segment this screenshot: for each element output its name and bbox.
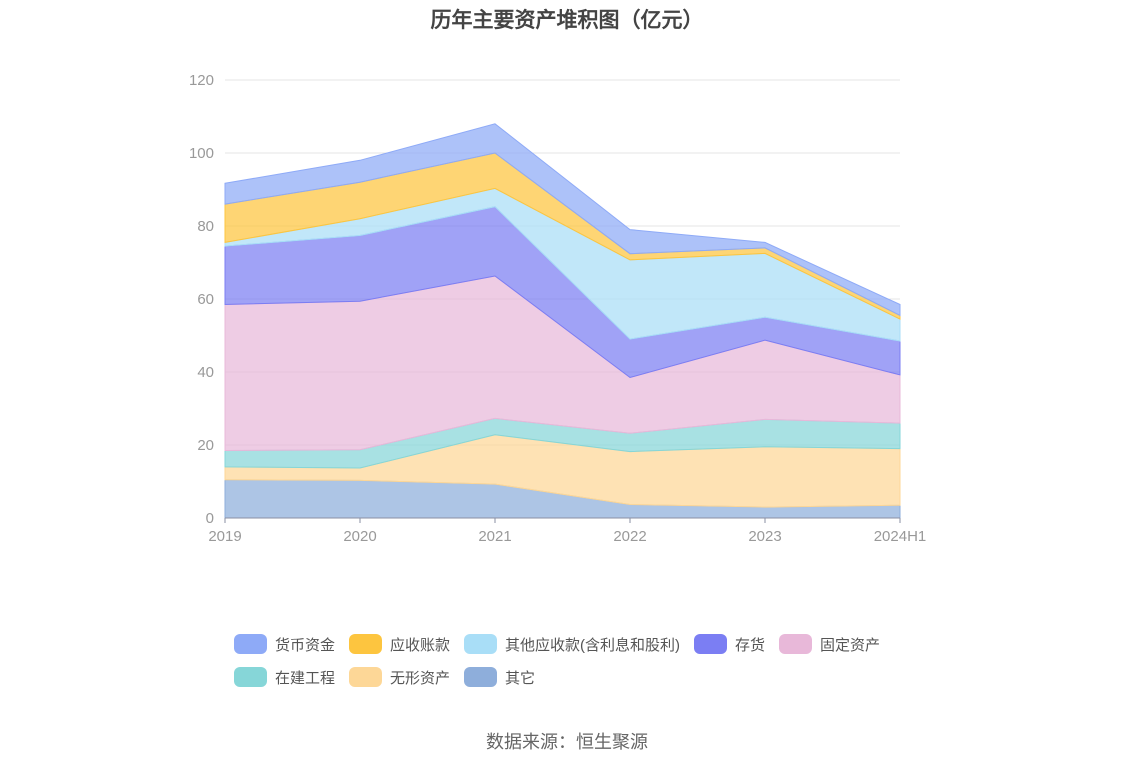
x-tick-label: 2019 — [208, 528, 241, 545]
y-tick-label: 120 — [189, 72, 214, 89]
y-tick-label: 100 — [189, 145, 214, 162]
legend-label: 其他应收款(含利息和股利) — [505, 636, 681, 654]
legend-swatch — [464, 667, 498, 687]
legend-label: 存货 — [735, 636, 766, 654]
x-tick-label: 2022 — [613, 528, 646, 545]
legend-swatch — [234, 667, 267, 687]
y-tick-label: 80 — [197, 218, 214, 235]
area-series-group — [224, 123, 901, 519]
legend-label: 货币资金 — [275, 636, 336, 654]
y-tick-label: 20 — [197, 437, 214, 454]
legend-label: 固定资产 — [820, 636, 881, 654]
y-tick-label: 60 — [197, 291, 214, 308]
legend-item[interactable]: 固定资产 — [779, 632, 880, 656]
axes: 0 20 40 60 80 100 120 2019 2020 2021 2022 2023 2024H… — [189, 72, 926, 545]
legend-item[interactable]: 其他应收款(含利息和股利) — [464, 632, 680, 656]
data-source-note: 数据来源：恒生聚源 — [486, 732, 648, 752]
legend-swatch — [349, 667, 383, 687]
legend-label: 其它 — [505, 669, 536, 687]
x-tick-label: 2024H1 — [874, 528, 927, 545]
area-series-货币资金 — [224, 123, 901, 317]
legend-item[interactable]: 其它 — [464, 665, 535, 689]
legend-label: 在建工程 — [275, 669, 336, 687]
x-tick-label: 2021 — [478, 528, 511, 545]
legend-label: 无形资产 — [390, 669, 451, 687]
legend-swatch — [349, 634, 383, 654]
chart-title: 历年主要资产堆积图（亿元） — [430, 9, 704, 32]
legend-swatch — [234, 634, 267, 654]
y-tick-label: 40 — [197, 364, 214, 381]
legend-label: 应收账款 — [390, 636, 451, 654]
y-tick-label: 0 — [206, 510, 214, 527]
legend-item[interactable]: 应收账款 — [349, 632, 450, 656]
x-tick-label: 2023 — [748, 528, 781, 545]
legend-swatch — [694, 634, 728, 654]
legend-item[interactable]: 货币资金 — [234, 632, 335, 656]
legend-swatch — [464, 634, 498, 654]
legend-item[interactable]: 无形资产 — [349, 665, 450, 689]
legend-swatch — [779, 634, 813, 654]
stacked-area-chart: 0 20 40 60 80 100 120 2019 2020 2021 2022 2023 2024H… — [189, 72, 926, 545]
legend-item[interactable]: 在建工程 — [234, 665, 335, 689]
legend: 货币资金 应收账款 其他应收款(含利息和股利) 存货 固定资产在建工程 无形资产 其它 — [234, 632, 934, 698]
legend-item[interactable]: 存货 — [694, 632, 765, 656]
x-tick-label: 2020 — [343, 528, 376, 545]
